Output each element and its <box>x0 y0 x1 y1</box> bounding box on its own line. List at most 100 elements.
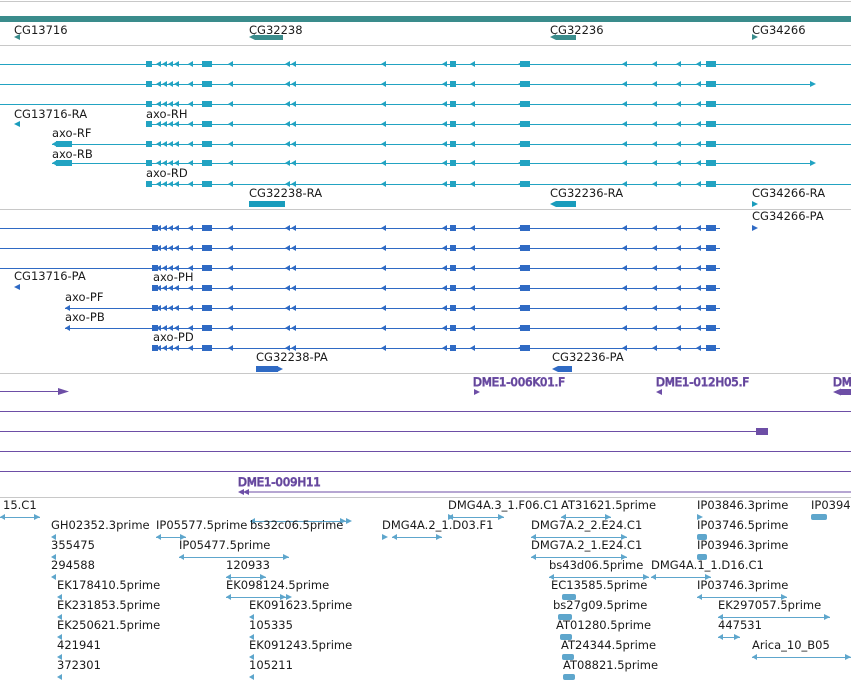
reverse-strand-icon <box>65 325 70 331</box>
reverse-strand-icon <box>250 518 255 524</box>
est-feature[interactable]: EK231853.5prime <box>57 598 160 620</box>
exon-block <box>706 325 716 331</box>
intron-chevron-icon <box>228 265 233 271</box>
intron-chevron-icon <box>676 121 681 127</box>
transcript-row[interactable] <box>52 141 851 147</box>
est-feature[interactable]: EK098124.5prime <box>226 578 329 600</box>
est-feature[interactable]: EC13585.5prime <box>551 578 647 600</box>
est-feature[interactable]: IP03946.3prime <box>697 538 788 560</box>
gene-feature-cg13716[interactable]: CG13716 <box>14 23 68 40</box>
transcript-feature-cg34266-ra[interactable]: CG34266-RA <box>752 186 825 207</box>
transcript-feature-cg32238-ra[interactable]: CG32238-RA <box>249 186 322 207</box>
est-feature[interactable]: EK178410.5prime <box>57 578 160 600</box>
intron-chevron-icon <box>442 345 447 351</box>
est-feature[interactable]: AT31621.5prime <box>561 498 656 520</box>
transcript-row[interactable] <box>146 181 851 187</box>
est-feature[interactable]: 120933 <box>226 558 270 580</box>
transcript-row[interactable] <box>0 81 816 87</box>
intron-chevron-icon <box>156 81 161 87</box>
est-feature[interactable]: Arica_10_B05 <box>752 638 851 660</box>
est-feature[interactable]: 105335 <box>249 618 293 640</box>
est-label: bs32c06.5prime <box>250 518 343 532</box>
est-feature[interactable]: IP05577.5prime <box>156 518 247 540</box>
est-feature[interactable]: 105211 <box>249 658 293 680</box>
est-feature[interactable]: 15.C1 <box>0 498 40 520</box>
est-feature[interactable]: IP05477.5prime <box>179 538 289 560</box>
est-feature[interactable]: DMG4A.3_1.F06.C1 <box>448 498 559 520</box>
est-feature[interactable]: IP03746.3prime <box>697 578 788 600</box>
clone-feature-dm[interactable]: DM <box>833 375 851 396</box>
est-feature[interactable]: IP03846.3prime <box>697 498 788 520</box>
est-feature[interactable]: bs43d06.5prime <box>549 558 649 580</box>
est-feature[interactable]: DMG4A.2_1.D03.F1 <box>382 518 493 540</box>
intron-chevron-icon <box>676 61 681 67</box>
protein-label: CG32238-PA <box>256 350 328 364</box>
exon-block <box>202 245 212 251</box>
transcript-row[interactable] <box>0 61 851 67</box>
transcript-row[interactable] <box>52 160 816 166</box>
transcript-feature-cg32236-ra[interactable]: CG32236-RA <box>550 186 623 207</box>
intron-chevron-icon <box>696 121 701 127</box>
reverse-strand-icon <box>561 514 566 520</box>
est-block <box>697 534 707 540</box>
intron-chevron-icon <box>381 245 386 251</box>
est-feature[interactable]: IP03746.5prime <box>697 518 788 540</box>
transcript-row[interactable] <box>152 285 720 291</box>
gene-feature-cg32238[interactable]: CG32238 <box>249 23 303 40</box>
est-feature[interactable]: EK297057.5prime <box>718 598 830 620</box>
est-feature[interactable]: 294588 <box>51 558 95 580</box>
reverse-strand-icon <box>65 305 70 311</box>
protein-feature-cg32238-pa[interactable]: CG32238-PA <box>256 350 328 372</box>
est-label: AT08821.5prime <box>563 658 658 672</box>
intron-chevron-icon <box>162 141 167 147</box>
clone-feature-dme1-012h05[interactable]: DME1-012H05.F <box>656 375 750 395</box>
clone-feature-row-1[interactable] <box>0 388 69 395</box>
transcript-row[interactable] <box>65 325 720 331</box>
protein-feature-cg32236-pa[interactable]: CG32236-PA <box>552 350 624 372</box>
est-feature[interactable]: bs32c06.5prime <box>250 518 352 532</box>
transcript-row[interactable] <box>65 305 720 311</box>
est-feature[interactable]: EK091243.5prime <box>249 638 352 660</box>
est-feature[interactable]: 447531 <box>718 618 762 640</box>
cds-block <box>558 366 572 372</box>
est-feature[interactable]: 372301 <box>57 658 101 680</box>
est-feature[interactable]: 355475 <box>51 538 95 560</box>
est-feature[interactable]: 421941 <box>57 638 101 660</box>
est-feature[interactable]: DMG7A.2_2.E24.C1 <box>531 518 642 540</box>
intron-chevron-icon <box>442 225 447 231</box>
transcript-row[interactable] <box>0 225 720 231</box>
gene-feature-cg34266[interactable]: CG34266 <box>752 23 806 40</box>
transcript-row[interactable] <box>0 265 720 271</box>
est-label: EK091243.5prime <box>249 638 352 652</box>
est-feature[interactable]: bs27g09.5prime <box>553 598 647 620</box>
transcript-row[interactable] <box>146 121 851 127</box>
intron-chevron-icon <box>381 225 386 231</box>
clone-feature-dme1-009h11[interactable]: DME1-009H11 <box>238 475 851 495</box>
gene-span-bar[interactable] <box>0 16 851 22</box>
intron-chevron-icon <box>162 345 167 351</box>
clone-feature-row-3[interactable] <box>0 428 768 435</box>
est-feature[interactable]: EK250621.5prime <box>57 618 160 640</box>
est-feature[interactable]: AT08821.5prime <box>563 658 658 680</box>
est-label: DMG7A.2_2.E24.C1 <box>531 518 642 532</box>
est-feature[interactable]: IP0394 <box>811 498 851 520</box>
transcript-row[interactable] <box>0 245 720 251</box>
transcript-row[interactable] <box>0 101 851 107</box>
gene-feature-cg32236[interactable]: CG32236 <box>550 23 604 40</box>
intron-chevron-icon <box>652 121 657 127</box>
est-feature[interactable]: EK091623.5prime <box>249 598 352 620</box>
forward-strand-icon <box>605 514 611 520</box>
est-feature[interactable]: AT01280.5prime <box>556 618 651 640</box>
forward-strand-icon <box>277 366 283 372</box>
protein-feature-cg34266-pa[interactable]: CG34266-PA <box>752 209 824 231</box>
est-feature[interactable]: DMG7A.2_1.E24.C1 <box>531 538 642 560</box>
est-feature[interactable]: GH02352.3prime <box>51 518 150 540</box>
intron-chevron-icon <box>622 141 627 147</box>
est-feature[interactable]: DMG4A.1_1.D16.C1 <box>651 558 764 580</box>
est-feature[interactable]: AT24344.5prime <box>561 638 656 660</box>
transcript-label: CG32238-RA <box>249 186 322 200</box>
exon-block <box>152 245 158 251</box>
protein-rows <box>0 225 720 351</box>
clone-feature-dme1-006k01[interactable]: DME1-006K01.F <box>473 375 565 395</box>
transcript-row[interactable] <box>152 345 720 351</box>
